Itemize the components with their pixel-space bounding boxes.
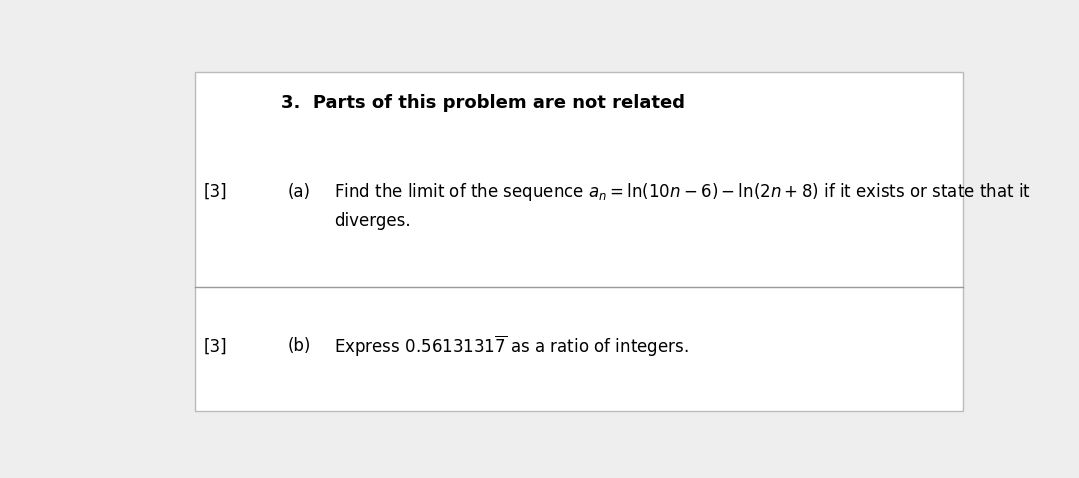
Text: [3]: [3] (204, 183, 227, 201)
Text: 3.  Parts of this problem are not related: 3. Parts of this problem are not related (282, 94, 685, 112)
Text: Express $0.5613131\overline{7}$ as a ratio of integers.: Express $0.5613131\overline{7}$ as a rat… (333, 334, 688, 359)
Text: Find the limit of the sequence $a_n = \ln(10n - 6) - \ln(2n + 8)$ if it exists o: Find the limit of the sequence $a_n = \l… (333, 181, 1030, 203)
Text: (a): (a) (288, 183, 311, 201)
Text: [3]: [3] (204, 337, 227, 355)
FancyBboxPatch shape (195, 72, 962, 411)
Text: diverges.: diverges. (333, 212, 410, 230)
Text: (b): (b) (288, 337, 311, 355)
